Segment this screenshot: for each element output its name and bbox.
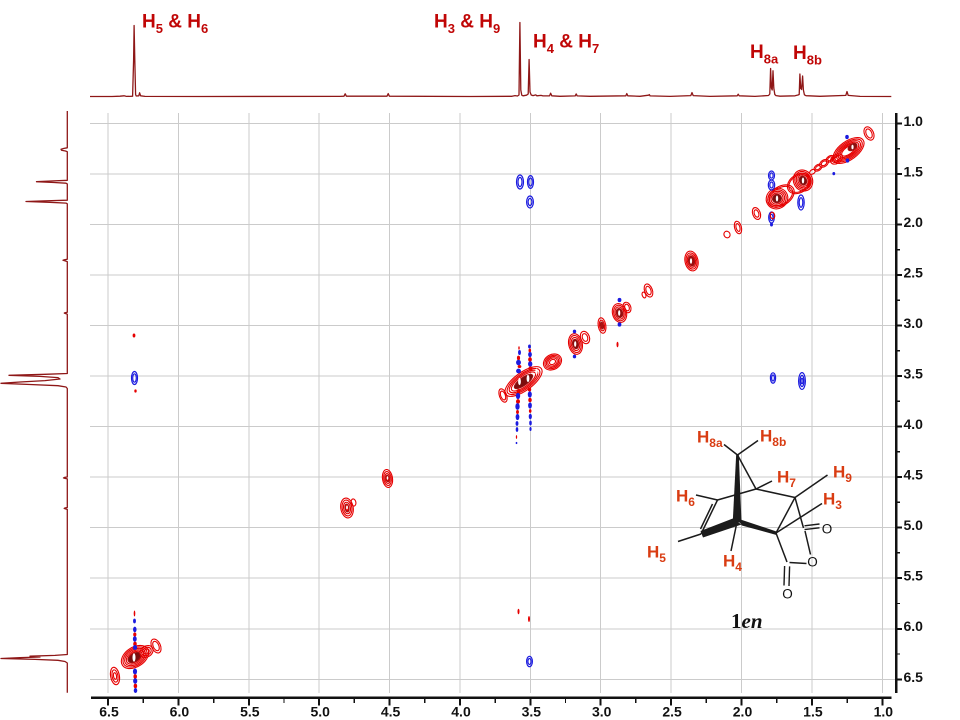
svg-text:4.0: 4.0 [904,416,924,432]
svg-text:2.0: 2.0 [904,214,924,230]
svg-text:1.0: 1.0 [874,704,894,720]
svg-text:6.0: 6.0 [904,618,924,634]
svg-text:H6: H6 [676,487,695,510]
svg-text:6.5: 6.5 [904,669,924,685]
svg-text:2.0: 2.0 [733,704,753,720]
svg-text:H8b: H8b [760,427,786,450]
svg-text:2.5: 2.5 [904,264,924,280]
svg-text:1.5: 1.5 [803,704,823,720]
svg-text:1en: 1en [731,609,763,633]
svg-text:H5: H5 [647,543,666,566]
svg-text:3.0: 3.0 [592,704,612,720]
svg-text:H8a: H8a [750,42,779,67]
svg-text:O: O [782,587,793,602]
svg-text:4.0: 4.0 [451,704,471,720]
svg-text:H5 & H6: H5 & H6 [142,12,208,37]
svg-text:H3 & H9: H3 & H9 [434,12,500,37]
svg-text:4.5: 4.5 [381,704,401,720]
svg-text:5.0: 5.0 [904,517,924,533]
svg-text:O: O [822,522,833,537]
svg-text:H8b: H8b [793,43,822,68]
svg-text:3.5: 3.5 [904,366,924,382]
svg-text:1.0: 1.0 [904,113,924,129]
svg-text:H4 & H7: H4 & H7 [533,32,599,57]
svg-text:3.5: 3.5 [522,704,542,720]
svg-text:H4: H4 [723,552,742,575]
svg-text:6.5: 6.5 [99,704,119,720]
svg-text:H3: H3 [823,490,842,513]
svg-text:6.0: 6.0 [170,704,190,720]
svg-text:1.5: 1.5 [904,163,924,179]
svg-text:5.5: 5.5 [240,704,260,720]
svg-text:H9: H9 [833,463,852,486]
svg-text:H8a: H8a [697,428,723,451]
svg-text:H7: H7 [777,468,796,491]
svg-text:5.0: 5.0 [310,704,330,720]
svg-text:3.0: 3.0 [904,315,924,331]
svg-text:2.5: 2.5 [662,704,682,720]
svg-text:4.5: 4.5 [904,467,924,483]
svg-text:5.5: 5.5 [904,568,924,584]
svg-text:O: O [807,555,818,570]
